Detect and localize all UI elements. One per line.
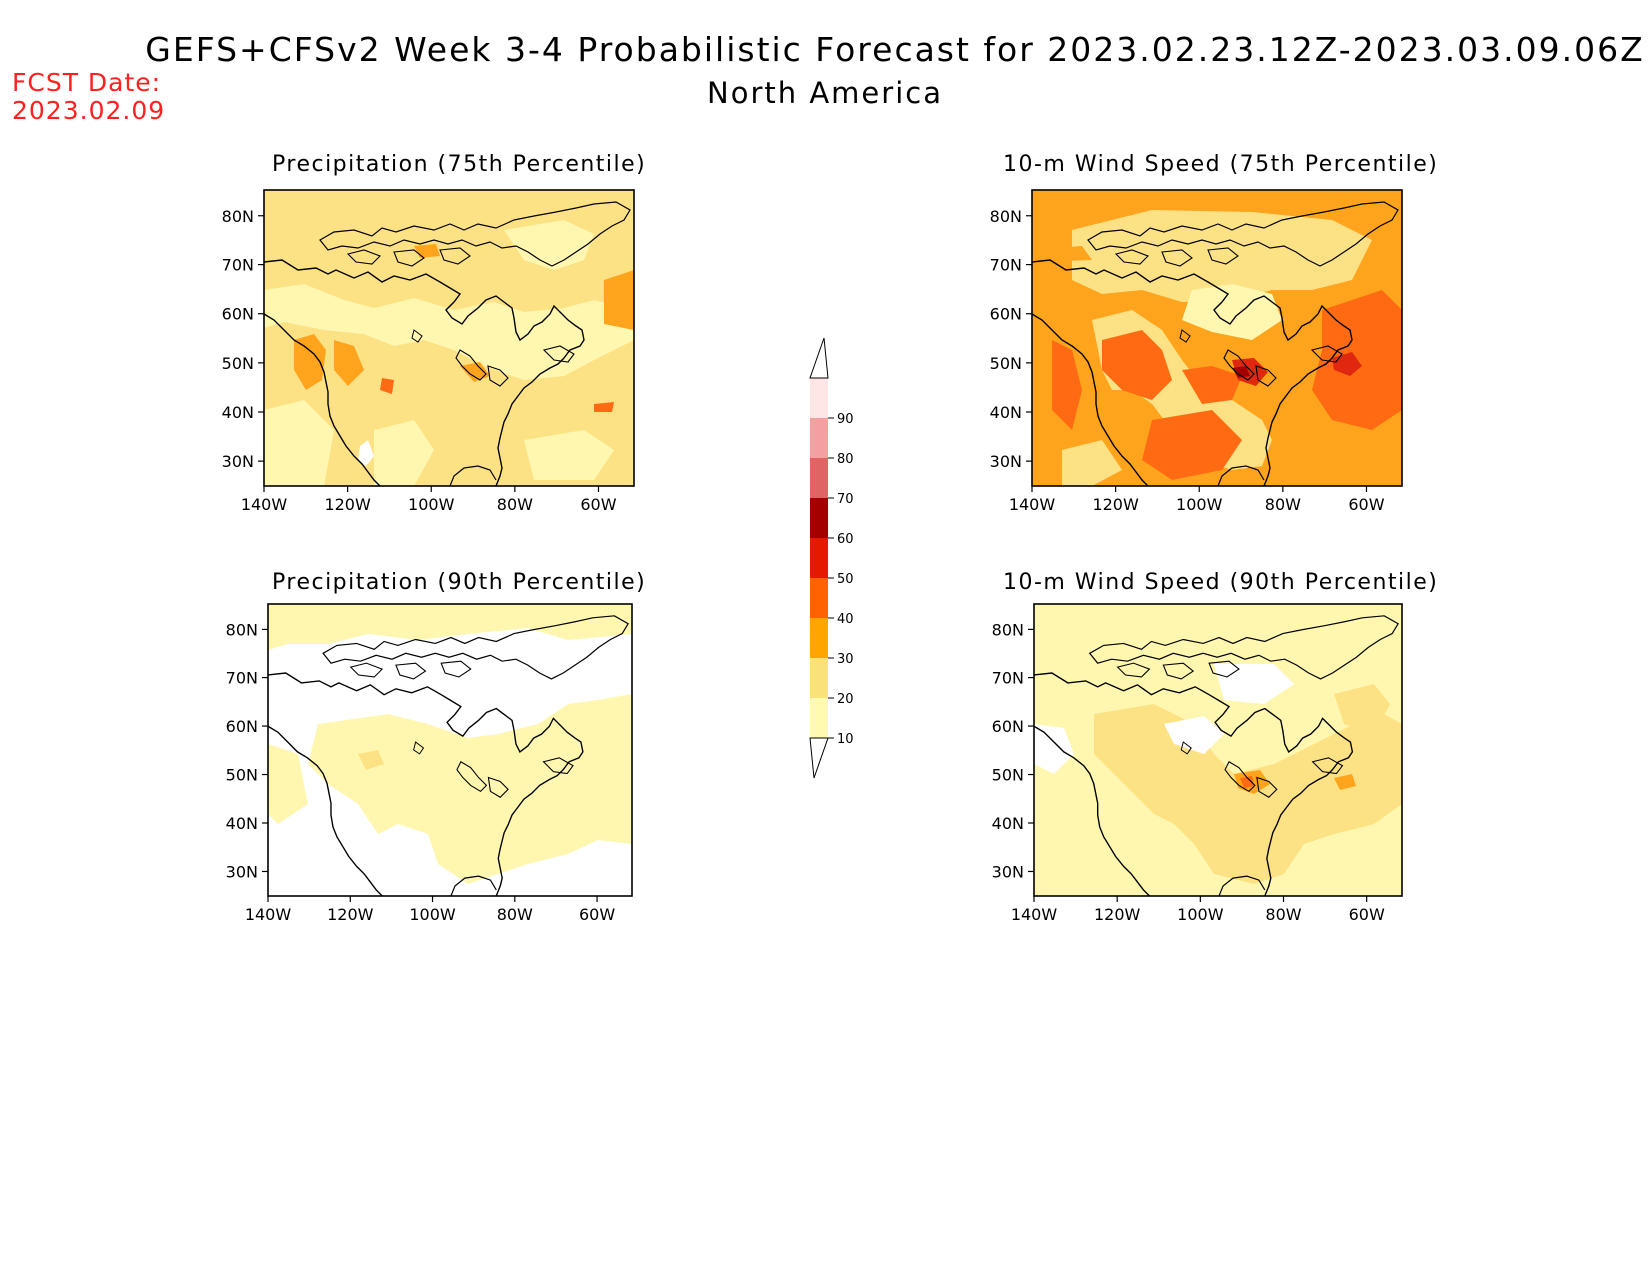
- lat-tick-label-precip-75: 70N: [222, 256, 254, 275]
- lon-tick-label-precip-75: 140W: [241, 495, 288, 514]
- lon-tick-label-precip-75: 60W: [580, 495, 616, 514]
- colorbar-segment: [810, 418, 828, 458]
- map-wind-90: [1033, 603, 1403, 897]
- lon-tick-label-precip-90: 120W: [327, 905, 374, 924]
- map-precip-90: [267, 603, 633, 897]
- lat-tick-label-wind-75: 40N: [990, 403, 1022, 422]
- lat-tick-label-precip-75: 30N: [222, 452, 254, 471]
- panel-title-precip-75: Precipitation (75th Percentile): [272, 152, 647, 177]
- main-title: GEFS+CFSv2 Week 3-4 Probabilistic Foreca…: [145, 30, 1645, 69]
- colorbar-label: 70: [837, 492, 854, 507]
- lat-tick-label-wind-75: 70N: [990, 256, 1022, 275]
- lat-tick-label-wind-75: 30N: [990, 452, 1022, 471]
- colorbar-label: 60: [837, 532, 854, 547]
- colorbar-label: 80: [837, 452, 854, 467]
- lat-tick-label-precip-90: 40N: [226, 814, 258, 833]
- lon-tick-label-wind-90: 80W: [1265, 905, 1301, 924]
- lat-tick-label-wind-90: 70N: [992, 669, 1024, 688]
- lat-tick-label-precip-90: 30N: [226, 862, 258, 881]
- lat-tick-label-wind-90: 80N: [992, 620, 1024, 639]
- lon-tick-label-wind-75: 120W: [1092, 495, 1139, 514]
- lon-tick-label-precip-90: 100W: [409, 905, 456, 924]
- lon-tick-label-wind-75: 60W: [1348, 495, 1384, 514]
- lat-tick-label-precip-75: 40N: [222, 403, 254, 422]
- colorbar-segment: [810, 698, 828, 738]
- axis-ticks: 80N 70N 60N 50N 40N 30N 140W 120W 100W 80W 60W 80N 7…: [222, 207, 1385, 924]
- colorbar-label: 10: [837, 732, 854, 747]
- lat-tick-label-wind-90: 40N: [992, 814, 1024, 833]
- panel-title-wind-90: 10-m Wind Speed (90th Percentile): [1003, 570, 1439, 595]
- lon-tick-label-precip-90: 60W: [579, 905, 615, 924]
- colorbar-top-cap: [809, 337, 829, 379]
- colorbar-label: 50: [837, 572, 854, 587]
- lat-tick-label-precip-90: 50N: [226, 766, 258, 785]
- colorbar-segment: [810, 498, 828, 538]
- lat-tick-label-wind-90: 30N: [992, 862, 1024, 881]
- forecast-date-label: FCST Date:: [12, 68, 162, 97]
- colorbar-segment: [810, 578, 828, 618]
- panel-title-precip-90: Precipitation (90th Percentile): [272, 570, 647, 595]
- lon-tick-label-precip-90: 80W: [497, 905, 533, 924]
- lon-tick-label-wind-75: 140W: [1009, 495, 1056, 514]
- colorbar-label: 90: [837, 412, 854, 427]
- colorbar-label: 40: [837, 612, 854, 627]
- colorbar-segment: [810, 378, 828, 418]
- colorbar: 10 20 30 40 50 60 70 80 90: [809, 337, 854, 779]
- lon-tick-label-precip-90: 140W: [245, 905, 292, 924]
- colorbar-bottom-cap: [809, 737, 829, 779]
- lon-tick-label-wind-75: 100W: [1176, 495, 1223, 514]
- lat-tick-label-precip-90: 80N: [226, 620, 258, 639]
- lat-tick-label-wind-75: 80N: [990, 207, 1022, 226]
- lon-tick-label-precip-75: 120W: [324, 495, 371, 514]
- lon-tick-label-precip-75: 100W: [408, 495, 455, 514]
- lat-tick-label-precip-90: 60N: [226, 717, 258, 736]
- lon-tick-label-wind-90: 120W: [1094, 905, 1141, 924]
- colorbar-segment: [810, 458, 828, 498]
- colorbar-segment: [810, 658, 828, 698]
- lon-tick-label-wind-75: 80W: [1265, 495, 1301, 514]
- panel-title-wind-75: 10-m Wind Speed (75th Percentile): [1003, 152, 1439, 177]
- forecast-date-value: 2023.02.09: [12, 96, 166, 125]
- lat-tick-label-precip-75: 80N: [222, 207, 254, 226]
- colorbar-label: 20: [837, 692, 854, 707]
- map-wind-75: [1031, 189, 1403, 487]
- colorbar-segment: [810, 538, 828, 578]
- lat-tick-label-wind-90: 60N: [992, 717, 1024, 736]
- lat-tick-label-precip-75: 60N: [222, 305, 254, 324]
- region-subtitle: North America: [707, 76, 943, 110]
- lon-tick-label-wind-90: 60W: [1349, 905, 1385, 924]
- lon-tick-label-wind-90: 100W: [1177, 905, 1224, 924]
- lat-tick-label-precip-90: 70N: [226, 669, 258, 688]
- lat-tick-label-precip-75: 50N: [222, 354, 254, 373]
- colorbar-label: 30: [837, 652, 854, 667]
- map-precip-75: [263, 189, 635, 487]
- lon-tick-label-precip-75: 80W: [497, 495, 533, 514]
- lat-tick-label-wind-90: 50N: [992, 766, 1024, 785]
- colorbar-segment: [810, 618, 828, 658]
- lat-tick-label-wind-75: 60N: [990, 305, 1022, 324]
- lon-tick-label-wind-90: 140W: [1011, 905, 1058, 924]
- lat-tick-label-wind-75: 50N: [990, 354, 1022, 373]
